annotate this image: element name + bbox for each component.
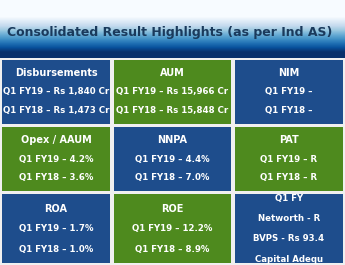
Text: Q1 FY19 – 4.4%: Q1 FY19 – 4.4% [135,154,210,164]
Text: Q1 FY18 – Rs 15,848 Cr: Q1 FY18 – Rs 15,848 Cr [116,106,229,115]
Bar [235,127,343,191]
Text: Disbursements: Disbursements [15,68,97,78]
Bar [0,58,345,265]
Text: Networth - R: Networth - R [258,214,320,223]
Text: ROA: ROA [45,204,68,214]
Bar [2,194,110,263]
Text: Q1 FY18 – 1.0%: Q1 FY18 – 1.0% [19,245,93,254]
Text: Capital Adequ: Capital Adequ [255,255,323,264]
Bar [2,127,110,191]
Text: Q1 FY18 – R: Q1 FY18 – R [260,173,317,182]
Text: Q1 FY18 –: Q1 FY18 – [265,106,313,115]
Text: Opex / AAUM: Opex / AAUM [21,135,91,145]
Text: Q1 FY18 – 8.9%: Q1 FY18 – 8.9% [135,245,210,254]
Text: Q1 FY19 – 12.2%: Q1 FY19 – 12.2% [132,224,213,233]
Text: Q1 FY19 – 4.2%: Q1 FY19 – 4.2% [19,154,93,164]
Text: Q1 FY18 – 7.0%: Q1 FY18 – 7.0% [135,173,210,182]
Text: Q1 FY19 – Rs 15,966 Cr: Q1 FY19 – Rs 15,966 Cr [117,87,228,96]
Text: BVPS - Rs 93.4: BVPS - Rs 93.4 [253,235,325,244]
Text: PAT: PAT [279,135,299,145]
Bar [114,60,231,124]
Text: Q1 FY18 – Rs 1,473 Cr: Q1 FY18 – Rs 1,473 Cr [3,106,109,115]
Text: Q1 FY19 – Rs 1,840 Cr: Q1 FY19 – Rs 1,840 Cr [3,87,109,96]
Text: Consolidated Result Highlights (as per Ind AS): Consolidated Result Highlights (as per I… [7,25,332,39]
Text: NIM: NIM [278,68,299,78]
Text: AUM: AUM [160,68,185,78]
Bar [2,60,110,124]
Text: NNPA: NNPA [158,135,187,145]
Text: Q1 FY: Q1 FY [275,194,303,203]
Text: Q1 FY19 – 1.7%: Q1 FY19 – 1.7% [19,224,93,233]
Text: ROE: ROE [161,204,184,214]
Bar [235,60,343,124]
Text: Q1 FY19 –: Q1 FY19 – [265,87,313,96]
Text: Q1 FY18 – 3.6%: Q1 FY18 – 3.6% [19,173,93,182]
Bar [114,194,231,263]
Text: Q1 FY19 – R: Q1 FY19 – R [260,154,317,164]
Bar [235,194,343,263]
Bar [114,127,231,191]
